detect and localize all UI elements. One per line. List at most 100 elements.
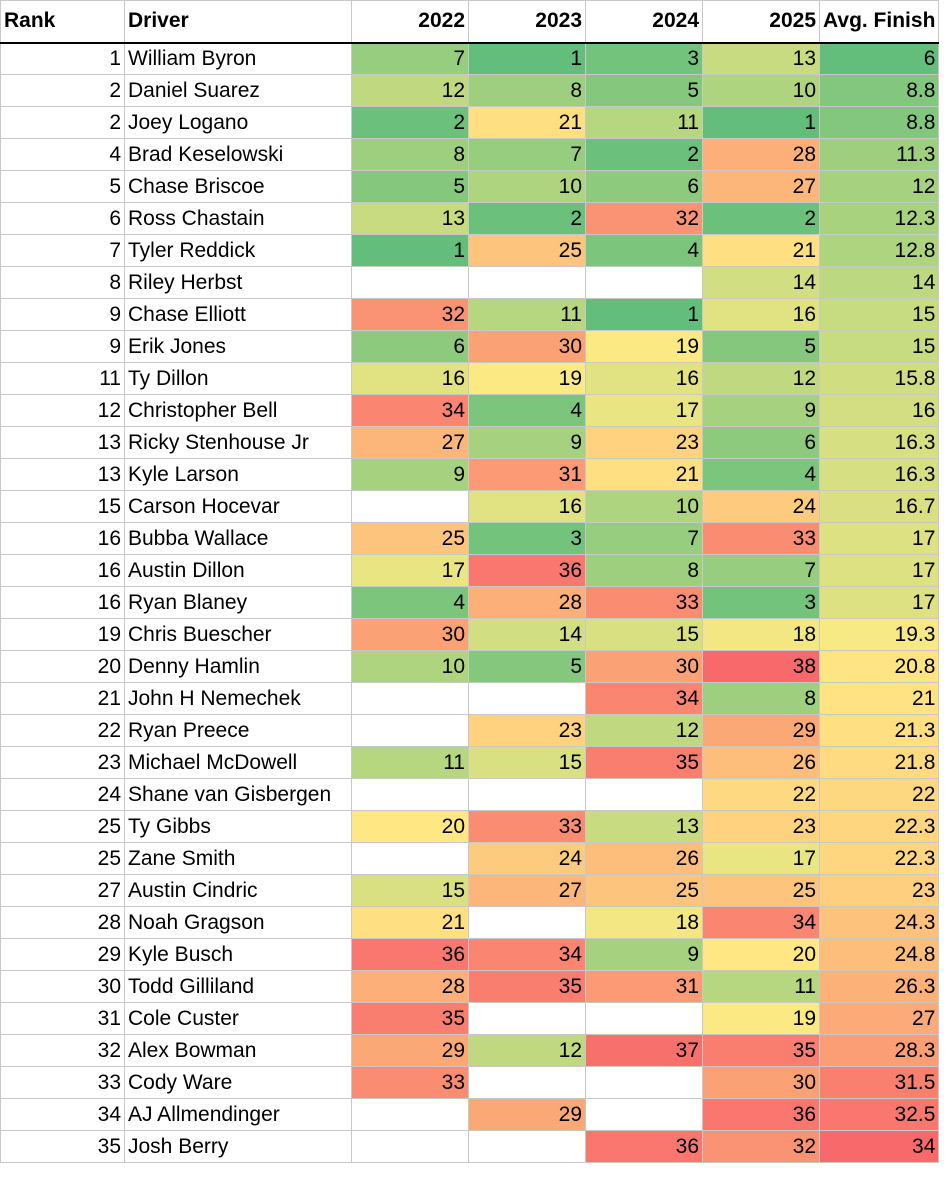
table-row: 9 Erik Jones 6 30 19 5 15 [0, 330, 940, 363]
rank-cell: 16 [0, 554, 125, 587]
avg-finish-cell: 21.8 [818, 746, 940, 779]
year-2024-cell: 31 [585, 970, 703, 1003]
year-2023-cell: 9 [468, 426, 586, 459]
year-2025-cell: 30 [702, 1066, 820, 1099]
rank-cell: 16 [0, 522, 125, 555]
year-2023-cell: 3 [468, 522, 586, 555]
rank-cell: 2 [0, 74, 125, 107]
rank-cell: 13 [0, 426, 125, 459]
year-2023-cell: 33 [468, 810, 586, 843]
rank-cell: 9 [0, 298, 125, 331]
driver-cell: Kyle Larson [124, 458, 352, 491]
driver-cell: Daniel Suarez [124, 74, 352, 107]
driver-cell: Denny Hamlin [124, 650, 352, 683]
year-2023-cell: 11 [468, 298, 586, 331]
year-2023-cell: 27 [468, 874, 586, 907]
rank-header: Rank [0, 0, 125, 44]
rank-cell: 24 [0, 778, 125, 811]
year-2024-cell [585, 778, 703, 811]
driver-cell: Chase Briscoe [124, 170, 352, 203]
year-2025-cell: 13 [702, 42, 820, 75]
rank-cell: 35 [0, 1130, 125, 1163]
table-row: 30 Todd Gilliland 28 35 31 11 26.3 [0, 970, 940, 1003]
year-2025-cell: 5 [702, 330, 820, 363]
driver-cell: Ryan Blaney [124, 586, 352, 619]
driver-cell: Christopher Bell [124, 394, 352, 427]
year-2024-cell: 30 [585, 650, 703, 683]
avg-finish-cell: 14 [818, 266, 940, 299]
year-2025-cell: 32 [702, 1130, 820, 1163]
rank-cell: 31 [0, 1002, 125, 1035]
year-2024-cell: 23 [585, 426, 703, 459]
table-row: 9 Chase Elliott 32 11 1 16 15 [0, 298, 940, 331]
rank-cell: 12 [0, 394, 125, 427]
year-2024-cell: 12 [585, 714, 703, 747]
year-2023-cell: 15 [468, 746, 586, 779]
rank-cell: 2 [0, 106, 125, 139]
year-2025-cell: 1 [702, 106, 820, 139]
driver-cell: John H Nemechek [124, 682, 352, 715]
rank-cell: 9 [0, 330, 125, 363]
table-row: 8 Riley Herbst 14 14 [0, 266, 940, 299]
year-2024-cell: 36 [585, 1130, 703, 1163]
year-2025-cell: 2 [702, 202, 820, 235]
rank-cell: 29 [0, 938, 125, 971]
avg-finish-cell: 28.3 [818, 1034, 940, 1067]
avg-finish-header: Avg. Finish [818, 0, 940, 44]
avg-finish-cell: 19.3 [818, 618, 940, 651]
year-2024-cell: 32 [585, 202, 703, 235]
rank-cell: 15 [0, 490, 125, 523]
year-2022-cell: 36 [351, 938, 469, 971]
table-row: 20 Denny Hamlin 10 5 30 38 20.8 [0, 650, 940, 683]
table-row: 31 Cole Custer 35 19 27 [0, 1002, 940, 1035]
driver-cell: Ryan Preece [124, 714, 352, 747]
year-2023-cell: 16 [468, 490, 586, 523]
year-2022-cell: 27 [351, 426, 469, 459]
year-2024-header: 2024 [585, 0, 703, 44]
year-2024-cell: 2 [585, 138, 703, 171]
year-2022-cell: 15 [351, 874, 469, 907]
driver-cell: Todd Gilliland [124, 970, 352, 1003]
year-2023-cell: 28 [468, 586, 586, 619]
year-2025-cell: 38 [702, 650, 820, 683]
year-2024-cell: 15 [585, 618, 703, 651]
table-row: 29 Kyle Busch 36 34 9 20 24.8 [0, 938, 940, 971]
year-2023-cell: 25 [468, 234, 586, 267]
driver-cell: Chris Buescher [124, 618, 352, 651]
year-2023-cell: 35 [468, 970, 586, 1003]
table-row: 12 Christopher Bell 34 4 17 9 16 [0, 394, 940, 427]
driver-cell: Michael McDowell [124, 746, 352, 779]
year-2025-cell: 34 [702, 906, 820, 939]
year-2025-cell: 11 [702, 970, 820, 1003]
year-2023-cell: 2 [468, 202, 586, 235]
table-row: 24 Shane van Gisbergen 22 22 [0, 778, 940, 811]
year-2022-cell: 20 [351, 810, 469, 843]
year-2023-cell: 14 [468, 618, 586, 651]
rank-cell: 1 [0, 42, 125, 75]
avg-finish-cell: 16.3 [818, 426, 940, 459]
table-row: 2 Joey Logano 2 21 11 1 8.8 [0, 106, 940, 139]
avg-finish-cell: 27 [818, 1002, 940, 1035]
driver-cell: Ross Chastain [124, 202, 352, 235]
avg-finish-cell: 17 [818, 554, 940, 587]
year-2023-cell: 1 [468, 42, 586, 75]
year-2023-cell [468, 1002, 586, 1035]
rank-cell: 4 [0, 138, 125, 171]
year-2022-cell [351, 682, 469, 715]
rank-cell: 8 [0, 266, 125, 299]
header-row: Rank Driver 2022 2023 2024 2025 Avg. Fin… [0, 0, 940, 44]
year-2024-cell: 5 [585, 74, 703, 107]
rank-cell: 22 [0, 714, 125, 747]
table-row: 32 Alex Bowman 29 12 37 35 28.3 [0, 1034, 940, 1067]
driver-cell: Josh Berry [124, 1130, 352, 1163]
driver-cell: Bubba Wallace [124, 522, 352, 555]
avg-finish-cell: 22.3 [818, 842, 940, 875]
driver-cell: Cody Ware [124, 1066, 352, 1099]
year-2023-cell: 24 [468, 842, 586, 875]
year-2023-cell: 23 [468, 714, 586, 747]
year-2023-cell: 12 [468, 1034, 586, 1067]
avg-finish-cell: 22.3 [818, 810, 940, 843]
avg-finish-cell: 15 [818, 298, 940, 331]
table-row: 16 Bubba Wallace 25 3 7 33 17 [0, 522, 940, 555]
table-row: 28 Noah Gragson 21 18 34 24.3 [0, 906, 940, 939]
